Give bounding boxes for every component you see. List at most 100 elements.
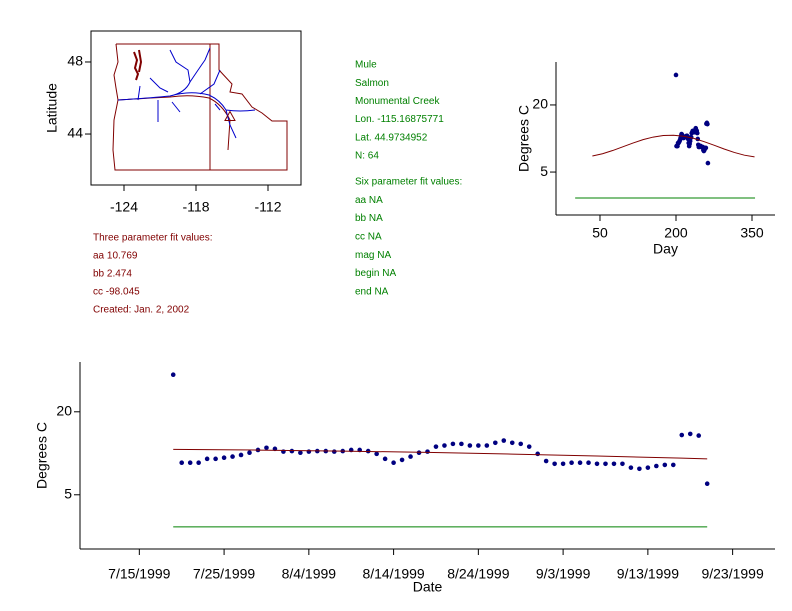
data-point xyxy=(673,72,679,78)
x-tick-label: 8/24/1999 xyxy=(447,566,509,582)
data-point xyxy=(391,460,396,465)
six-param-info: mag NA xyxy=(355,250,391,261)
state-borders xyxy=(112,43,288,171)
y-tick-label: 20 xyxy=(532,96,548,112)
x-tick-label: 9/13/1999 xyxy=(617,566,679,582)
data-point xyxy=(611,461,617,467)
data-point xyxy=(586,460,591,465)
x-tick-label: 350 xyxy=(740,225,764,241)
y-tick-label: 5 xyxy=(540,163,548,179)
data-point xyxy=(298,450,303,456)
data-point xyxy=(696,433,702,438)
three-param-info: bb 2.474 xyxy=(93,269,132,280)
site-info: N: 64 xyxy=(355,151,379,162)
data-point xyxy=(679,432,685,438)
data-point xyxy=(450,441,456,447)
y-axis-label: Degrees C xyxy=(516,105,532,172)
x-tick-label: 8/14/1999 xyxy=(362,566,424,582)
data-point xyxy=(374,451,379,457)
map-drawing xyxy=(90,30,302,186)
y-tick-label: 44 xyxy=(67,125,83,141)
data-point xyxy=(654,463,659,469)
x-tick-label: 8/4/1999 xyxy=(282,566,337,582)
data-point xyxy=(518,441,524,447)
data-point xyxy=(264,445,269,451)
data-point xyxy=(662,462,668,468)
data-point xyxy=(467,443,473,448)
x-tick-label: 200 xyxy=(664,225,688,241)
data-point xyxy=(704,481,710,487)
x-tick-label: -118 xyxy=(183,199,210,215)
data-point xyxy=(399,457,405,463)
data-point xyxy=(493,440,498,446)
data-point xyxy=(484,443,490,448)
data-point xyxy=(628,465,634,470)
six-param-info: begin NA xyxy=(355,268,396,279)
site-info: Monumental Creek xyxy=(355,96,440,107)
data-point xyxy=(476,443,481,448)
x-tick-label: 9/3/1999 xyxy=(536,566,591,582)
data-point xyxy=(442,443,447,448)
site-info: Lon. -115.16875771 xyxy=(355,114,444,125)
data-point xyxy=(459,441,464,447)
data-point xyxy=(577,460,583,465)
six-param-info: end NA xyxy=(355,286,389,297)
three-param-info: cc -98.045 xyxy=(93,287,140,298)
site-info: Salmon xyxy=(355,78,389,89)
data-point xyxy=(543,458,549,464)
site-marker xyxy=(224,110,236,121)
data-point xyxy=(238,452,244,458)
data-point xyxy=(552,461,557,467)
three-param-info: aa 10.769 xyxy=(93,251,138,262)
data-point xyxy=(204,456,210,462)
data-point xyxy=(703,145,709,151)
x-tick-label: 9/23/1999 xyxy=(701,566,763,582)
rivers xyxy=(117,47,256,139)
x-tick-label: 7/15/1999 xyxy=(108,566,170,582)
six-param-info: aa NA xyxy=(355,195,383,206)
data-point xyxy=(425,449,430,454)
y-axis-label: Latitude xyxy=(44,83,60,133)
data-point xyxy=(569,460,574,465)
data-point xyxy=(179,460,185,465)
x-tick-label: 7/25/1999 xyxy=(193,566,255,582)
site-info: Mule xyxy=(355,60,377,71)
three-param-info: Created: Jan. 2, 2002 xyxy=(93,305,190,316)
data-point xyxy=(213,456,218,462)
x-tick-label: 50 xyxy=(592,225,608,241)
data-point xyxy=(560,461,566,467)
x-tick-label: -124 xyxy=(110,199,138,215)
x-axis-label: Day xyxy=(653,241,678,257)
data-point xyxy=(509,440,515,446)
data-point xyxy=(187,460,193,465)
data-point xyxy=(705,160,711,166)
data-point xyxy=(637,466,642,472)
y-tick-label: 48 xyxy=(67,53,83,69)
fit-line xyxy=(592,134,755,158)
data-point xyxy=(694,130,700,136)
data-point xyxy=(230,454,235,459)
data-point xyxy=(196,460,201,465)
data-point xyxy=(705,121,710,127)
six-param-info: Six parameter fit values: xyxy=(355,177,462,188)
puget-sound xyxy=(133,49,143,81)
fit-line xyxy=(173,448,708,460)
data-point xyxy=(603,461,608,467)
data-point xyxy=(306,449,312,454)
y-tick-label: 20 xyxy=(56,402,72,418)
three-param-info: Three parameter fit values: xyxy=(93,233,213,244)
data-point xyxy=(687,431,693,437)
site-info: Lat. 44.9734952 xyxy=(355,132,428,143)
data-point xyxy=(247,450,252,456)
data-point xyxy=(645,465,651,470)
data-point xyxy=(408,454,413,459)
data-point xyxy=(433,444,439,449)
data-point xyxy=(501,438,507,443)
data-point xyxy=(382,456,388,462)
data-point xyxy=(331,449,337,454)
data-point xyxy=(289,448,295,454)
six-param-info: bb NA xyxy=(355,213,383,224)
data-point xyxy=(620,461,625,467)
